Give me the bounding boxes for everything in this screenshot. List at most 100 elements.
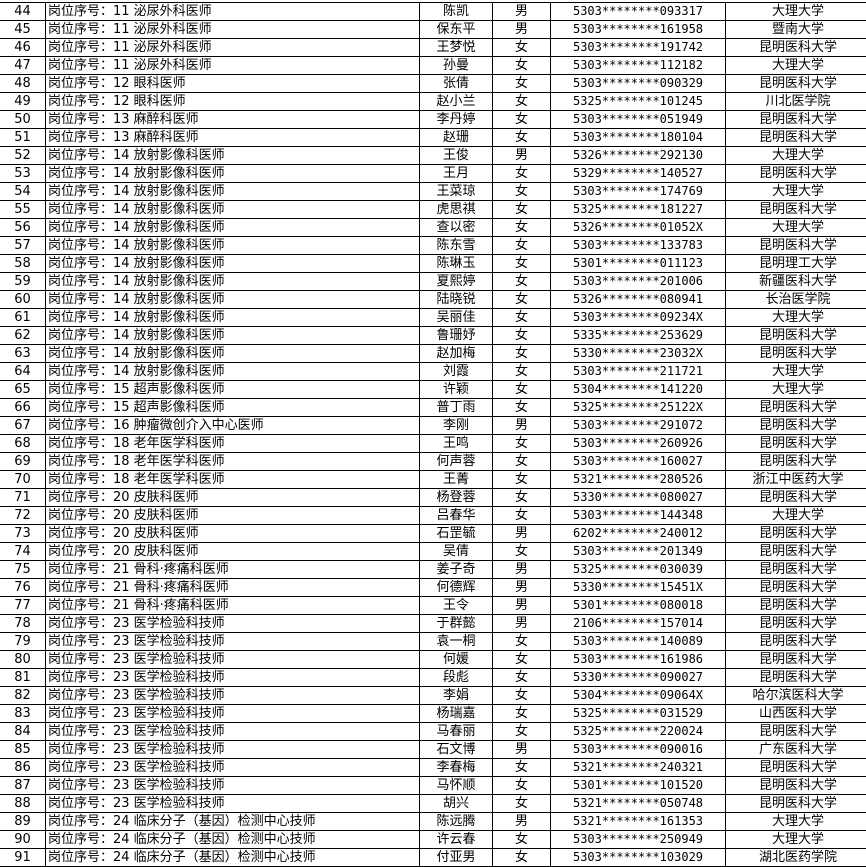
position-cell: 岗位序号：14 放射影像科医师 xyxy=(45,308,420,327)
name-cell: 王俊 xyxy=(419,146,493,165)
gender-cell: 女 xyxy=(492,254,551,273)
school-cell: 哈尔滨医科大学 xyxy=(725,686,866,705)
position-cell: 岗位序号：21 骨科·疼痛科医师 xyxy=(45,596,420,615)
row-number-cell: 68 xyxy=(0,434,46,453)
gender-cell: 女 xyxy=(492,668,551,687)
gender-cell: 女 xyxy=(492,686,551,705)
table-row: 45 岗位序号：11 泌尿外科医师 保东平男 5303********161958 暨南… xyxy=(0,20,866,39)
table-row: 78 岗位序号：23 医学检验科技师 于群懿男 2106********157014 昆… xyxy=(0,614,866,633)
gender-cell: 男 xyxy=(492,2,551,21)
id-number-cell: 5303********174769 xyxy=(550,182,726,201)
school-cell: 大理大学 xyxy=(725,830,866,849)
table-row: 86 岗位序号：23 医学检验科技师 李春梅女 5321********240321 昆… xyxy=(0,758,866,777)
row-number-cell: 80 xyxy=(0,650,46,669)
position-cell: 岗位序号：13 麻醉科医师 xyxy=(45,110,420,129)
school-cell: 昆明医科大学 xyxy=(725,578,866,597)
id-number-cell: 5326********01052X xyxy=(550,218,726,237)
position-cell: 岗位序号：21 骨科·疼痛科医师 xyxy=(45,578,420,597)
row-number-cell: 59 xyxy=(0,272,46,291)
id-number-cell: 5325********101245 xyxy=(550,92,726,111)
gender-cell: 男 xyxy=(492,578,551,597)
row-number-cell: 46 xyxy=(0,38,46,57)
gender-cell: 女 xyxy=(492,650,551,669)
row-number-cell: 65 xyxy=(0,380,46,399)
row-number-cell: 58 xyxy=(0,254,46,273)
row-number-cell: 85 xyxy=(0,740,46,759)
gender-cell: 女 xyxy=(492,200,551,219)
row-number-cell: 52 xyxy=(0,146,46,165)
gender-cell: 女 xyxy=(492,776,551,795)
position-cell: 岗位序号：24 临床分子（基因）检测中心技师 xyxy=(45,812,420,831)
table-row: 65 岗位序号：15 超声影像科医师 许颖女 5304********141220 大理… xyxy=(0,380,866,399)
school-cell: 昆明医科大学 xyxy=(725,164,866,183)
row-number-cell: 87 xyxy=(0,776,46,795)
position-cell: 岗位序号：23 医学检验科技师 xyxy=(45,704,420,723)
school-cell: 大理大学 xyxy=(725,812,866,831)
school-cell: 昆明医科大学 xyxy=(725,776,866,795)
school-cell: 昆明医科大学 xyxy=(725,74,866,93)
position-cell: 岗位序号：23 医学检验科技师 xyxy=(45,758,420,777)
row-number-cell: 53 xyxy=(0,164,46,183)
name-cell: 刘霞 xyxy=(419,362,493,381)
table-row: 49 岗位序号：12 眼科医师 赵小兰女 5325********101245 川北医学… xyxy=(0,92,866,111)
name-cell: 李刚 xyxy=(419,416,493,435)
school-cell: 大理大学 xyxy=(725,2,866,21)
name-cell: 付亚男 xyxy=(419,848,493,867)
table-row: 77 岗位序号：21 骨科·疼痛科医师 王令男 5301********080018 昆… xyxy=(0,596,866,615)
name-cell: 赵加梅 xyxy=(419,344,493,363)
school-cell: 湖北医药学院 xyxy=(725,848,866,867)
id-number-cell: 5304********09064X xyxy=(550,686,726,705)
name-cell: 石罡毓 xyxy=(419,524,493,543)
id-number-cell: 5325********030039 xyxy=(550,560,726,579)
name-cell: 吴丽佳 xyxy=(419,308,493,327)
table-row: 87 岗位序号：23 医学检验科技师 马怀顺女 5301********101520 昆… xyxy=(0,776,866,795)
school-cell: 昆明医科大学 xyxy=(725,344,866,363)
row-number-cell: 50 xyxy=(0,110,46,129)
id-number-cell: 5303********201349 xyxy=(550,542,726,561)
name-cell: 杨瑞嘉 xyxy=(419,704,493,723)
id-number-cell: 5330********090027 xyxy=(550,668,726,687)
gender-cell: 女 xyxy=(492,218,551,237)
name-cell: 王鸣 xyxy=(419,434,493,453)
school-cell: 昆明医科大学 xyxy=(725,650,866,669)
table-row: 54 岗位序号：14 放射影像科医师 王菜琼女 5303********174769 大… xyxy=(0,182,866,201)
id-number-cell: 5326********292130 xyxy=(550,146,726,165)
id-number-cell: 5303********160027 xyxy=(550,452,726,471)
name-cell: 陈琳玉 xyxy=(419,254,493,273)
gender-cell: 女 xyxy=(492,128,551,147)
school-cell: 大理大学 xyxy=(725,218,866,237)
row-number-cell: 48 xyxy=(0,74,46,93)
position-cell: 岗位序号：20 皮肤科医师 xyxy=(45,524,420,543)
position-cell: 岗位序号：11 泌尿外科医师 xyxy=(45,38,420,57)
gender-cell: 女 xyxy=(492,794,551,813)
position-cell: 岗位序号：23 医学检验科技师 xyxy=(45,794,420,813)
school-cell: 昆明医科大学 xyxy=(725,434,866,453)
name-cell: 王菁 xyxy=(419,470,493,489)
id-number-cell: 5303********090329 xyxy=(550,74,726,93)
id-number-cell: 5329********140527 xyxy=(550,164,726,183)
position-cell: 岗位序号：23 医学检验科技师 xyxy=(45,650,420,669)
school-cell: 昆明医科大学 xyxy=(725,560,866,579)
position-cell: 岗位序号：23 医学检验科技师 xyxy=(45,668,420,687)
name-cell: 查以密 xyxy=(419,218,493,237)
id-number-cell: 5301********080018 xyxy=(550,596,726,615)
name-cell: 陈东雪 xyxy=(419,236,493,255)
position-cell: 岗位序号：23 医学检验科技师 xyxy=(45,686,420,705)
id-number-cell: 5303********090016 xyxy=(550,740,726,759)
name-cell: 何媛 xyxy=(419,650,493,669)
gender-cell: 女 xyxy=(492,56,551,75)
school-cell: 暨南大学 xyxy=(725,20,866,39)
name-cell: 赵珊 xyxy=(419,128,493,147)
school-cell: 昆明医科大学 xyxy=(725,236,866,255)
name-cell: 陈远腾 xyxy=(419,812,493,831)
gender-cell: 女 xyxy=(492,380,551,399)
name-cell: 赵小兰 xyxy=(419,92,493,111)
id-number-cell: 5303********191742 xyxy=(550,38,726,57)
gender-cell: 男 xyxy=(492,146,551,165)
name-cell: 何声蓉 xyxy=(419,452,493,471)
row-number-cell: 45 xyxy=(0,20,46,39)
position-cell: 岗位序号：13 麻醉科医师 xyxy=(45,128,420,147)
id-number-cell: 5303********144348 xyxy=(550,506,726,525)
position-cell: 岗位序号：14 放射影像科医师 xyxy=(45,200,420,219)
row-number-cell: 88 xyxy=(0,794,46,813)
